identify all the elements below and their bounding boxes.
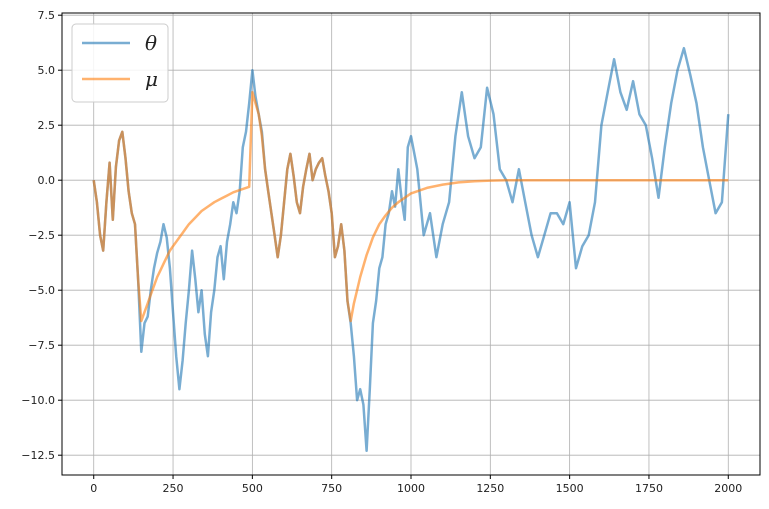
x-tick-label: 0 — [90, 482, 97, 495]
x-tick-label: 1750 — [635, 482, 663, 495]
y-tick-label: 2.5 — [38, 119, 56, 132]
y-tick-label: 7.5 — [38, 9, 56, 22]
y-tick-label: −12.5 — [21, 449, 55, 462]
y-tick-label: −2.5 — [28, 229, 55, 242]
x-tick-label: 1250 — [476, 482, 504, 495]
grid-lines — [62, 13, 760, 475]
x-tick-label: 2000 — [714, 482, 742, 495]
x-tick-label: 250 — [163, 482, 184, 495]
legend-label-theta: θ — [145, 31, 157, 55]
legend-label-mu: μ — [145, 67, 158, 91]
x-tick-label: 1500 — [556, 482, 584, 495]
series-lines — [92, 46, 730, 453]
y-axis: −12.5 −10.0 −7.5 −5.0 −2.5 0.0 2.5 5.0 7.5 — [21, 9, 62, 462]
legend: θ μ — [71, 23, 169, 103]
y-tick-label: −10.0 — [21, 394, 55, 407]
x-axis: 0 250 500 750 1000 1250 1500 1750 2000 — [90, 475, 742, 495]
x-tick-label: 750 — [321, 482, 342, 495]
y-tick-label: −5.0 — [28, 284, 55, 297]
y-tick-label: −7.5 — [28, 339, 55, 352]
y-tick-label: 5.0 — [38, 64, 56, 77]
x-tick-label: 1000 — [397, 482, 425, 495]
x-tick-label: 500 — [242, 482, 263, 495]
y-tick-label: 0.0 — [38, 174, 56, 187]
series-line-mu — [92, 90, 729, 323]
